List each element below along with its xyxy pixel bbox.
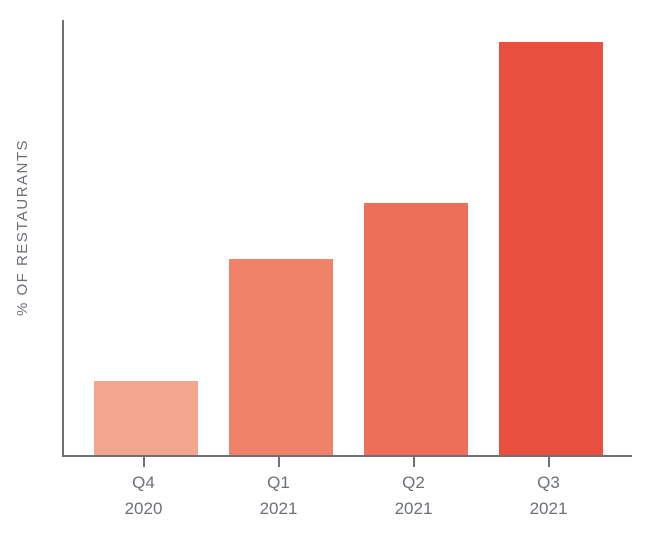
x-ticks	[62, 457, 630, 467]
x-axis-label-quarter: Q1	[227, 470, 331, 496]
x-tick	[413, 457, 415, 467]
x-axis-label-quarter: Q3	[497, 470, 601, 496]
bar	[229, 259, 333, 455]
x-axis-label-year: 2021	[227, 496, 331, 522]
restaurants-bar-chart: % OF RESTAURANTS Q42020Q12021Q22021Q3202…	[0, 0, 650, 538]
x-axis-label-quarter: Q4	[92, 470, 196, 496]
bar	[364, 203, 468, 455]
x-labels: Q42020Q12021Q22021Q32021	[62, 470, 630, 521]
y-axis-label-text: % OF RESTAURANTS	[15, 139, 32, 316]
bar	[499, 42, 603, 455]
x-axis-label-year: 2020	[92, 496, 196, 522]
x-axis-label: Q32021	[497, 470, 601, 521]
x-tick	[143, 457, 145, 467]
x-axis-label: Q42020	[92, 470, 196, 521]
x-tick	[548, 457, 550, 467]
plot-area	[62, 20, 632, 457]
x-tick	[278, 457, 280, 467]
x-axis-label: Q22021	[362, 470, 466, 521]
bars-container	[64, 20, 632, 455]
x-axis-label-year: 2021	[362, 496, 466, 522]
x-axis-label: Q12021	[227, 470, 331, 521]
y-axis-label: % OF RESTAURANTS	[8, 0, 38, 455]
x-axis-label-year: 2021	[497, 496, 601, 522]
x-axis-label-quarter: Q2	[362, 470, 466, 496]
bar	[94, 381, 198, 455]
